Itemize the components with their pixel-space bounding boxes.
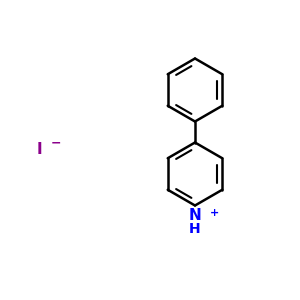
Text: +: +	[209, 208, 219, 218]
Text: −: −	[50, 137, 61, 150]
Text: I: I	[36, 142, 42, 158]
Text: N: N	[189, 208, 201, 223]
Text: H: H	[189, 222, 201, 236]
